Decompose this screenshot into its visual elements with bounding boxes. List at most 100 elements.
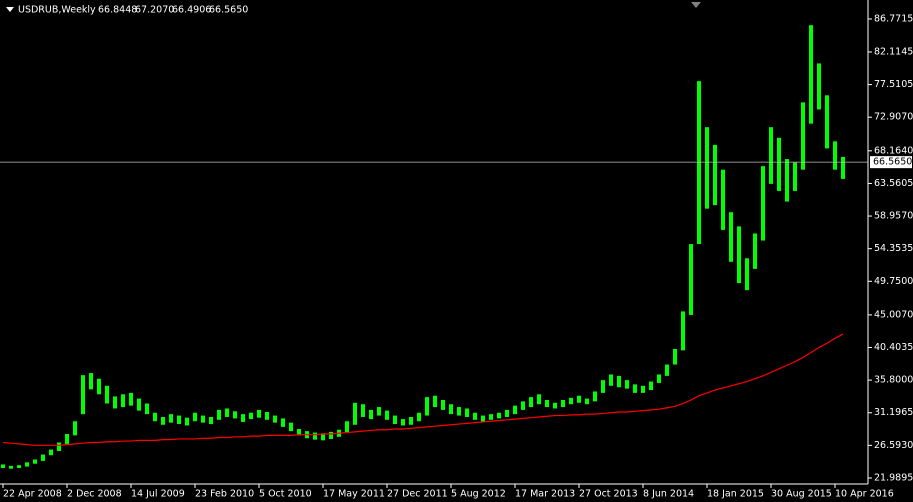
price-bar [673, 348, 677, 365]
y-tick-label: 45.0070 [874, 309, 913, 320]
price-bar [345, 421, 349, 433]
y-tick-label: 86.7715 [874, 13, 913, 24]
price-bar [281, 418, 285, 427]
price-bar [489, 414, 493, 420]
price-bar [601, 380, 605, 393]
price-bar [401, 419, 405, 426]
quote-open: 66.8448 [98, 5, 137, 16]
y-tick-label: 68.1640 [874, 145, 913, 156]
x-tick-label: 27 Dec 2011 [387, 489, 448, 500]
price-bar [697, 81, 701, 245]
price-bar [793, 162, 797, 191]
price-bar [721, 169, 725, 230]
menu-arrow[interactable] [6, 7, 14, 12]
x-tick-label: 17 May 2011 [323, 489, 385, 500]
price-bar [361, 404, 365, 417]
price-bar [25, 462, 29, 467]
price-bar [289, 422, 293, 432]
price-bar [417, 412, 421, 422]
price-bar [449, 404, 453, 415]
price-bar [185, 417, 189, 426]
price-bar [129, 392, 133, 406]
price-bar [65, 433, 69, 444]
price-bar [769, 127, 773, 184]
price-bar [465, 408, 469, 417]
price-bar [481, 415, 485, 422]
y-tick-label: 63.5605 [874, 178, 913, 189]
y-tick-label: 58.9570 [874, 211, 913, 222]
price-bar [593, 391, 597, 402]
price-bar [209, 416, 213, 425]
price-bar [297, 429, 301, 436]
price-bar [457, 407, 461, 416]
y-tick-label: 72.9070 [874, 112, 913, 123]
x-tick-label: 5 Oct 2010 [259, 489, 312, 500]
price-bar [649, 381, 653, 391]
price-bar [497, 412, 501, 419]
price-bar [97, 378, 101, 395]
price-bar [761, 166, 765, 241]
y-tick-label: 40.4035 [874, 342, 913, 353]
price-bar [73, 421, 77, 436]
price-bar [833, 141, 837, 170]
shift-marker[interactable] [691, 2, 701, 8]
symbol: USDRUB,Weekly [18, 5, 96, 16]
price-bar [617, 375, 621, 388]
price-bar [145, 403, 149, 415]
y-tick-label: 35.8000 [874, 375, 913, 386]
price-bar [321, 433, 325, 441]
x-tick-label: 30 Aug 2015 [771, 489, 832, 500]
price-bar [609, 374, 613, 386]
price-bar [33, 459, 37, 464]
price-bar [745, 258, 749, 291]
price-bar [777, 137, 781, 191]
price-bar [369, 409, 373, 420]
price-bar [737, 226, 741, 284]
price-bar [633, 384, 637, 393]
price-bar [217, 409, 221, 420]
y-tick-label: 26.5930 [874, 440, 913, 451]
price-bar [545, 399, 549, 408]
x-tick-label: 5 Aug 2012 [451, 489, 506, 500]
price-bar [713, 144, 717, 206]
quote-close: 66.5650 [209, 5, 248, 16]
price-bar [161, 416, 165, 425]
price-bar [409, 416, 413, 425]
price-label-box [870, 156, 912, 169]
price-bar [505, 409, 509, 417]
price-label: 66.5650 [873, 157, 912, 168]
moving-average [2, 333, 844, 446]
y-tick-label: 31.1965 [874, 407, 913, 418]
price-bar [257, 409, 261, 418]
x-tick-label: 10 Apr 2016 [835, 489, 894, 500]
price-bar [265, 412, 269, 420]
y-tick-label: 21.9895 [874, 472, 913, 483]
x-tick-label: 8 Jun 2014 [643, 489, 694, 500]
price-bar [529, 397, 533, 408]
price-bar [353, 402, 357, 425]
price-bar [577, 395, 581, 403]
price-bar [81, 375, 85, 415]
price-bar [809, 25, 813, 124]
price-bar [801, 102, 805, 170]
price-bar [681, 311, 685, 351]
quote-low: 66.4906 [172, 5, 211, 16]
price-bar [785, 159, 789, 202]
price-bar [521, 401, 525, 410]
x-tick-label: 22 Apr 2008 [3, 489, 62, 500]
price-bar [625, 380, 629, 389]
price-bar [113, 396, 117, 409]
price-bar [513, 405, 517, 415]
price-bar [537, 394, 541, 405]
price-bar [233, 411, 237, 419]
price-bar [1, 464, 5, 468]
price-bar [225, 408, 229, 417]
price-bar [137, 398, 141, 411]
price-bar [561, 399, 565, 408]
price-bar [201, 415, 205, 423]
price-bar [9, 465, 13, 469]
x-tick-label: 17 Mar 2013 [515, 489, 575, 500]
price-bar [817, 63, 821, 110]
price-bar [105, 385, 109, 404]
price-bar [49, 449, 53, 456]
